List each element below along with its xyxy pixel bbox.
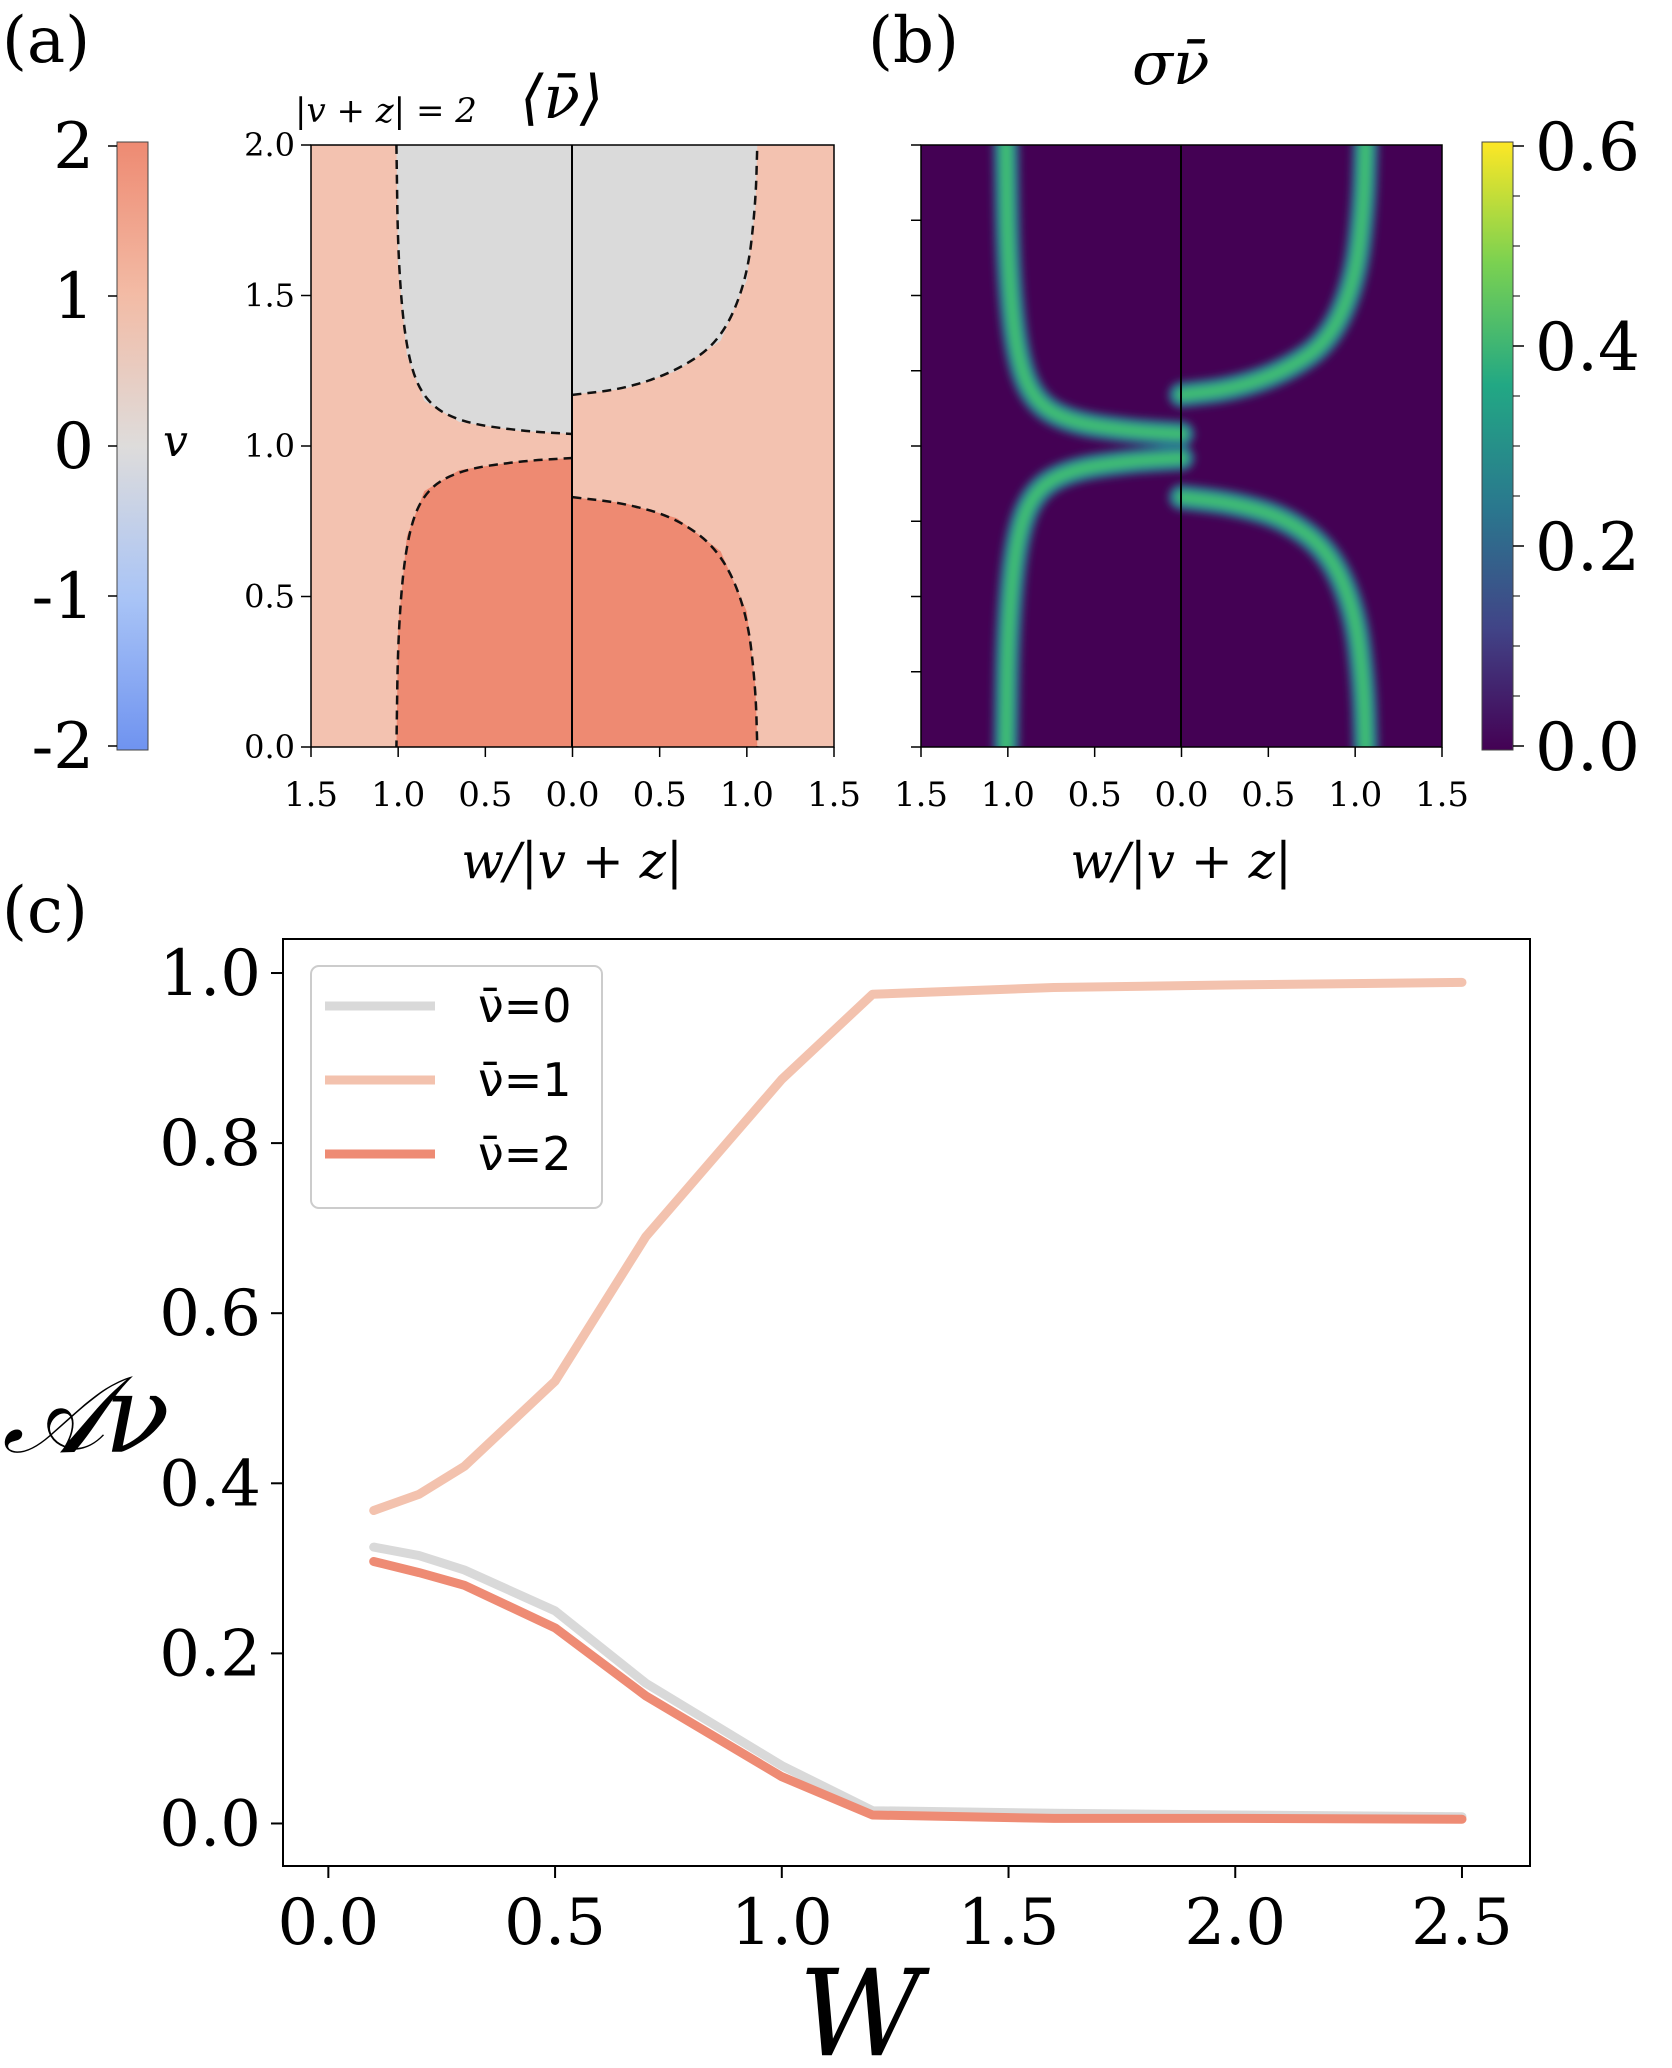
- y-tick-label: 0.0: [244, 728, 295, 766]
- ridge-left_lower: [1000, 452, 1187, 747]
- ridge-right_upper: [1176, 145, 1372, 401]
- colorbar-b-tick-label: 0.0: [1535, 709, 1640, 786]
- panel-a: (a) -2 -1 0 1 2 v |v + z| = 2 ⟨ν̄⟩ 1.5 1.0 0.5…: [2, 4, 861, 890]
- legend-c-box: [310, 965, 603, 1209]
- colorbar-b-tick-label: 0.6: [1535, 109, 1640, 186]
- boundary-right_upper: [572, 145, 759, 397]
- x-tick-label: 1.5: [1415, 775, 1469, 815]
- panel-c: (c) 0.0 0.5 1.0 1.5 2.0 2.5 0.0 0.2 0.4 0.6 0.8 1.…: [2, 874, 1531, 2068]
- boundary-left_lower: [395, 456, 573, 747]
- x-tick-label: 0.5: [458, 775, 512, 815]
- heatmap-a-region-nu2-right: [572, 497, 758, 747]
- x-tick-label: 1.0: [731, 1886, 833, 1960]
- plot-c-x-ticks: 0.0 0.5 1.0 1.5 2.0 2.5: [277, 1866, 1513, 1960]
- heatmap-a-region-nu0-right: [572, 145, 758, 395]
- x-tick-label: 1.0: [371, 775, 425, 815]
- x-tick-label: 1.5: [958, 1886, 1060, 1960]
- legend-c: ν̄=0 ν̄=1 ν̄=2: [310, 965, 603, 1209]
- colorbar-a-tick-label: -1: [32, 560, 94, 634]
- heatmap-a: [311, 145, 834, 747]
- legend-label-nu0: ν̄=0: [478, 979, 572, 1033]
- x-tick-label: 0.0: [277, 1886, 379, 1960]
- y-tick-label: 0.0: [159, 1787, 261, 1861]
- panel-c-xlabel: W: [798, 1945, 930, 2068]
- colorbar-b-gradient: [1481, 141, 1514, 751]
- panel-c-label: (c): [2, 874, 88, 948]
- panel-a-xlabel: w/|v + z|: [461, 832, 683, 890]
- colorbar-a-tick-label: 2: [53, 110, 94, 184]
- x-tick-label: 0.5: [1068, 775, 1122, 815]
- legend-label-nu1: ν̄=1: [478, 1053, 572, 1107]
- heatmap-a-x-ticks: 1.5 1.0 0.5 0.0 0.5 1.0 1.5: [284, 747, 861, 815]
- panel-b-label: (b): [868, 4, 959, 78]
- ridge-left_upper: [1000, 145, 1187, 440]
- colorbar-a-tick-label: 0: [53, 410, 94, 484]
- x-tick-label: 0.5: [504, 1886, 606, 1960]
- colorbar-b: 0.0 0.2 0.4 0.6: [1481, 109, 1640, 786]
- y-tick-label: 1.0: [244, 427, 295, 465]
- x-tick-label: 0.5: [1241, 775, 1295, 815]
- x-tick-label: 0.0: [1154, 775, 1208, 815]
- x-tick-label: 1.5: [807, 775, 861, 815]
- x-tick-label: 1.5: [894, 775, 948, 815]
- x-tick-label: 1.0: [1328, 775, 1382, 815]
- heatmap-a-region-nu2-left: [396, 458, 573, 747]
- y-tick-label: 1.5: [244, 277, 295, 315]
- heatmap-b-y-ticks: [911, 144, 921, 748]
- colorbar-a-label: v: [163, 416, 188, 467]
- x-tick-label: 1.0: [720, 775, 774, 815]
- y-tick-label: 0.8: [159, 1107, 261, 1181]
- heatmap-a-boundaries: [395, 145, 759, 747]
- colorbar-a: -2 -1 0 1 2 v: [32, 110, 188, 784]
- x-tick-label: 1.0: [981, 775, 1035, 815]
- panel-c-ylabel: 𝒜ν: [2, 1353, 170, 1478]
- heatmap-a-y-ticks: 0.0 0.5 1.0 1.5 2.0: [244, 126, 311, 766]
- y-tick-label: 0.6: [159, 1277, 261, 1351]
- panel-a-label: (a): [2, 4, 90, 78]
- series-line-nu1: [369, 977, 1467, 1515]
- colorbar-b-tick-label: 0.4: [1535, 309, 1640, 386]
- colorbar-b-ticks: 0.0 0.2 0.4 0.6: [1513, 109, 1640, 786]
- y-tick-label: 0.4: [159, 1447, 261, 1521]
- panel-a-annotation: |v + z| = 2: [295, 91, 477, 131]
- heatmap-a-region-nu0-left: [396, 145, 573, 434]
- colorbar-a-ticks: -2 -1 0 1 2: [32, 110, 117, 784]
- x-tick-label: 2.0: [1184, 1886, 1286, 1960]
- colorbar-a-tick-label: 1: [53, 260, 94, 334]
- panel-b: (b) σν̄ 1.5 1.0 0.5 0.0 0.5 1.0 1.5 w/|v + z| …: [868, 4, 1640, 890]
- y-tick-label: 0.5: [244, 578, 295, 616]
- x-tick-label: 2.5: [1411, 1886, 1513, 1960]
- legend-c-entries: ν̄=0 ν̄=1 ν̄=2: [325, 979, 572, 1181]
- panel-a-title: ⟨ν̄⟩: [520, 63, 603, 133]
- plot-c-series: [369, 977, 1467, 1824]
- y-tick-label: 0.2: [159, 1617, 261, 1691]
- series-line-nu2: [369, 1557, 1467, 1824]
- x-tick-label: 0.0: [545, 775, 599, 815]
- heatmap-b-x-ticks: 1.5 1.0 0.5 0.0 0.5 1.0 1.5: [894, 747, 1469, 815]
- x-tick-label: 1.5: [284, 775, 338, 815]
- ridge-right_lower: [1176, 491, 1372, 747]
- colorbar-a-tick-label: -2: [32, 710, 94, 784]
- heatmap-b-ridges: [993, 145, 1379, 747]
- colorbar-a-gradient: [116, 141, 149, 751]
- boundary-right_lower: [572, 495, 759, 747]
- y-tick-label: 1.0: [159, 937, 261, 1011]
- colorbar-b-tick-label: 0.2: [1535, 509, 1640, 586]
- x-tick-label: 0.5: [633, 775, 687, 815]
- plot-c-y-ticks: 0.0 0.2 0.4 0.6 0.8 1.0: [159, 937, 283, 1861]
- panel-b-title: σν̄: [1132, 29, 1209, 99]
- panel-b-xlabel: w/|v + z|: [1070, 832, 1292, 890]
- heatmap-b: [921, 145, 1442, 747]
- y-tick-label: 2.0: [244, 126, 295, 164]
- boundary-left_upper: [395, 145, 573, 436]
- legend-label-nu2: ν̄=2: [478, 1127, 572, 1181]
